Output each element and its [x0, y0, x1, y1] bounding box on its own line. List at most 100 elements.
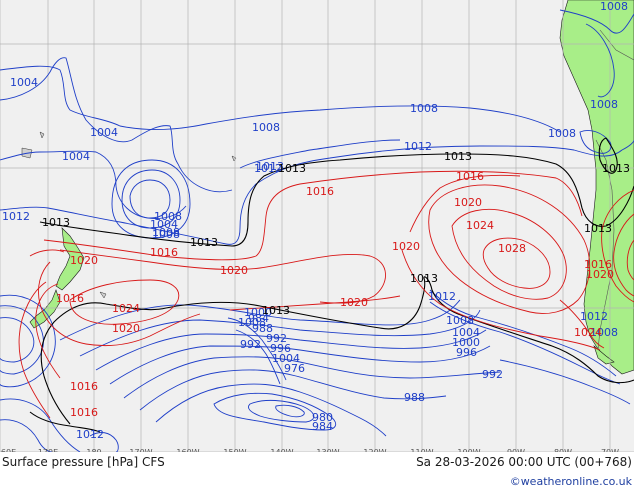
low-pressure-isobars: [0, 9, 634, 453]
isobar-label-blue: 1004: [62, 150, 90, 163]
isobar-972-ring: [275, 404, 305, 418]
isobar-label-blue: 1004: [90, 126, 118, 139]
isobar-1020-atlantic: [613, 213, 634, 297]
isobar-1008-south: [59, 299, 461, 341]
isobar-label-red: 1020: [220, 264, 248, 277]
isobar-label-blue: 984: [248, 312, 269, 325]
isobar-976-ring: [248, 399, 315, 423]
isobar-label-red: 1016: [150, 246, 178, 259]
isobar-1004-south: [79, 309, 481, 357]
isobar-sw-4: [0, 398, 81, 453]
isobar-label-red: 1024: [112, 302, 140, 315]
isobar-label-blue: 992: [240, 338, 261, 351]
isobar-label-blue: 988: [404, 391, 425, 404]
isobar-label-blue: 1004: [150, 218, 178, 231]
isobar-label-blue: 1012: [428, 290, 456, 303]
isobar-label-blue: 1004: [10, 76, 38, 89]
isobar-1008-right: [579, 130, 612, 154]
isobar-label-blue: 1008: [154, 210, 182, 223]
isobar-1008-east: [429, 289, 617, 377]
isobar-label-black: 1013: [444, 150, 472, 163]
isobar-label-black: 1013: [410, 272, 438, 285]
isobar-980-ring: [213, 392, 337, 431]
isobar-1016-atlantic: [601, 189, 634, 303]
isobar-sw-low-1: [0, 317, 35, 363]
isobar-1016-south: [229, 295, 401, 311]
isobar-label-red: 1020: [392, 240, 420, 253]
isobar-label-blue: 1012: [254, 162, 282, 175]
isobar-label-blue: 992: [482, 368, 503, 381]
isobar-label-blue: 1008: [548, 127, 576, 140]
isobar-1013-coast: [598, 137, 618, 174]
andes-border: [595, 139, 615, 351]
isobar-1024-atlantic: [626, 239, 634, 281]
isobar-label-black: 1013: [602, 162, 630, 175]
north-island: [55, 227, 85, 291]
isobar-label-red: 1028: [498, 242, 526, 255]
isobar-label-black: 1013: [262, 304, 290, 317]
border-north: [599, 29, 634, 61]
isobar-label-red: 1024: [574, 326, 602, 339]
ref-isobar-labels: 1013 1013 1013 1013 1013 1013 1013 1013: [42, 150, 630, 317]
isobar-label-red: 1016: [56, 292, 84, 305]
isobar-1016-sw: [18, 281, 51, 419]
isobar-label-red: 1020: [586, 268, 614, 281]
isobar-1020-mid: [59, 249, 386, 304]
isobar-label-blue: 992: [266, 332, 287, 345]
isobar-label-blue: 984: [312, 420, 333, 433]
isobar-label-blue: 996: [270, 342, 291, 355]
isobar-984-south: [155, 383, 387, 437]
south-america: [559, 0, 634, 375]
isobar-1020-sw: [35, 283, 61, 379]
isobar-label-blue: 1008: [152, 226, 180, 239]
valid-time: Sa 28-03-2026 00:00 UTC (00+768): [416, 455, 632, 469]
isobar-1013-south: [40, 276, 634, 425]
isobar-label-red: 1016: [70, 406, 98, 419]
isobar-label-blue: 1004: [452, 326, 480, 339]
isobar-1016-nz: [29, 249, 65, 257]
isobar-1008-top: [559, 9, 634, 34]
footer-band: [0, 452, 634, 490]
isobar-label-black: 1013: [42, 216, 70, 229]
isobar-sw-low-2: [0, 305, 44, 375]
high-pressure-isobars: [18, 170, 634, 419]
isobar-low-ring-1: [129, 179, 171, 219]
isobar-label-blue: 1012: [2, 210, 30, 223]
isobar-label-black: 1013: [584, 222, 612, 235]
isobar-label-blue: 1008: [446, 314, 474, 327]
isobar-label-red: 1020: [70, 254, 98, 267]
isobar-1013-north: [39, 153, 634, 247]
high-isobar-labels: 1016101610161020102010201024102010161020…: [56, 170, 614, 419]
isobar-992-east: [499, 359, 631, 405]
isobar-label-black: 1013: [278, 162, 306, 175]
isobar-1016-east-bot: [401, 249, 601, 351]
isobar-992-spur: [227, 317, 287, 381]
isobar-1008-tr2: [585, 23, 615, 98]
island-chatham: [99, 291, 107, 299]
isobar-1020-west: [38, 261, 201, 346]
isobar-label-red: 1016: [584, 258, 612, 271]
isobar-label-blue: 1012: [404, 140, 432, 153]
isobar-label-black: 1013: [190, 236, 218, 249]
isobar-label-blue: 1008: [238, 316, 266, 329]
credit-link[interactable]: ©weatheronline.co.uk: [510, 475, 633, 488]
isobar-988-south: [139, 369, 447, 411]
isobar-992-south: [123, 356, 501, 399]
isobar-1016-north: [43, 170, 583, 261]
isobar-1004-east: [429, 301, 621, 385]
isobar-1016-east-top: [409, 174, 521, 233]
isobar-1004-west: [0, 57, 233, 193]
isobar-1013-sw: [29, 411, 101, 433]
isobar-1000-south: [95, 329, 487, 371]
isobar-label-blue: 1000: [452, 336, 480, 349]
isobar-label-blue: 980: [312, 411, 333, 424]
isobar-1012-sw: [89, 432, 119, 453]
isobar-1020-east: [428, 184, 591, 314]
isobar-1024-west: [69, 279, 180, 325]
isobar-label-blue: 1012: [76, 428, 104, 441]
isobar-label-blue: 976: [284, 362, 305, 375]
isobar-1028-east: [482, 237, 551, 289]
isobar-label-blue: 1008: [600, 0, 628, 13]
